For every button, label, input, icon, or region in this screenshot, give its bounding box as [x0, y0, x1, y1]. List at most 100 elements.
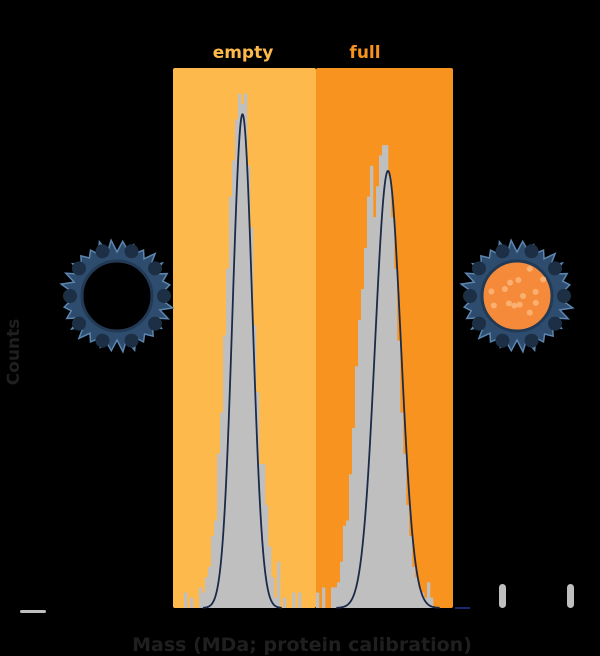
histogram-bar [418, 587, 422, 608]
capsid-protrusion [463, 289, 477, 303]
histogram-bar [292, 592, 296, 608]
histogram-bar [259, 464, 263, 608]
histogram-bar [421, 592, 425, 608]
histogram-bar [208, 566, 212, 608]
capsid-protrusion [548, 261, 563, 276]
histogram-bar [241, 104, 245, 608]
histogram-bar [250, 227, 254, 608]
capsid-protrusion [124, 244, 139, 259]
histogram-bar [214, 520, 218, 608]
histogram-bar [337, 582, 341, 608]
gaussian-fit-full [336, 169, 440, 609]
histogram-bar [232, 160, 236, 609]
histogram-bar [394, 268, 398, 608]
core-texture [540, 276, 547, 283]
core-texture [511, 302, 518, 309]
core-texture [490, 302, 497, 309]
histogram-bar [391, 217, 395, 608]
gaussian-fit-empty [202, 113, 282, 609]
histogram-bar [268, 546, 272, 608]
histogram-bar [256, 392, 260, 608]
legend-mark [20, 610, 46, 613]
capsid-protrusion [148, 261, 163, 276]
histogram-bar [247, 165, 251, 608]
histogram-bar [352, 428, 356, 608]
histogram-bar [235, 119, 239, 608]
histogram-bar [298, 592, 302, 608]
capsid-protrusion [95, 333, 110, 348]
marker-pill [499, 584, 506, 608]
histogram-bar [364, 248, 368, 608]
region-label-empty: empty [213, 43, 274, 63]
capsid-protrusion [524, 333, 539, 348]
histogram-bar [283, 597, 287, 608]
histogram-bar [229, 196, 233, 609]
capsid-protrusion [124, 333, 139, 348]
marker-pill [567, 584, 574, 608]
histogram-bar [217, 453, 221, 608]
core-texture [505, 300, 512, 307]
histogram-bar [331, 587, 335, 608]
region-label-full: full [349, 43, 380, 63]
capsid-protrusion [548, 316, 563, 331]
histogram-bar [274, 597, 278, 608]
histogram-bar [379, 155, 383, 608]
x-axis-label: Mass (MDa; protein calibration) [132, 634, 472, 656]
histogram-bar [358, 320, 362, 608]
core-texture [526, 309, 533, 316]
capsid-protrusion [471, 316, 486, 331]
core-texture [532, 299, 539, 306]
histogram-bar [373, 217, 377, 608]
histogram-bar [355, 366, 359, 608]
histogram-bar [406, 505, 410, 608]
capsid-hollow [80, 259, 154, 333]
capsid-protrusion [71, 261, 86, 276]
capsid-protrusion [495, 244, 510, 259]
histogram-bar [202, 592, 206, 608]
histogram-bar [430, 597, 434, 608]
histogram-bar [334, 587, 338, 608]
histogram-bar [403, 453, 407, 608]
histogram-bar [367, 196, 371, 609]
capsid-protrusion [95, 244, 110, 259]
histogram-bar [415, 577, 419, 608]
histogram-bar [190, 597, 194, 608]
empty-capsid-icon [59, 238, 175, 354]
histogram-bar [343, 525, 347, 608]
histogram-bar [220, 412, 224, 608]
histogram-bar [244, 93, 248, 608]
capsid-protrusion [71, 316, 86, 331]
histogram-bar [223, 335, 227, 608]
histogram-bar [271, 577, 275, 608]
histogram-bar [361, 289, 365, 608]
core-texture [507, 279, 514, 286]
capsid-core [480, 259, 554, 333]
histogram-bar [409, 536, 413, 608]
histogram-bar [388, 176, 392, 608]
core-texture [526, 265, 533, 272]
histogram-bar [397, 340, 401, 608]
core-texture [516, 301, 523, 308]
histogram-bar [346, 520, 350, 608]
histogram-bar [262, 464, 266, 608]
core-texture [501, 285, 508, 292]
histogram-bar [349, 474, 353, 608]
capsid-protrusion [471, 261, 486, 276]
core-texture [532, 288, 539, 295]
full-capsid-icon [459, 238, 575, 354]
capsid-protrusion [63, 289, 77, 303]
histogram-bar [385, 145, 389, 608]
histogram-bar [211, 536, 215, 608]
capsid-protrusion [495, 333, 510, 348]
histogram-bar [184, 592, 188, 608]
core-texture [488, 288, 495, 295]
histogram-bar [316, 592, 320, 608]
histogram-bar [265, 505, 269, 608]
histogram-bar [376, 186, 380, 609]
capsid-protrusion [157, 289, 171, 303]
capsid-protrusion [524, 244, 539, 259]
histogram-bar [340, 561, 344, 608]
histogram-bar [370, 165, 374, 608]
histogram-bar [427, 582, 431, 608]
